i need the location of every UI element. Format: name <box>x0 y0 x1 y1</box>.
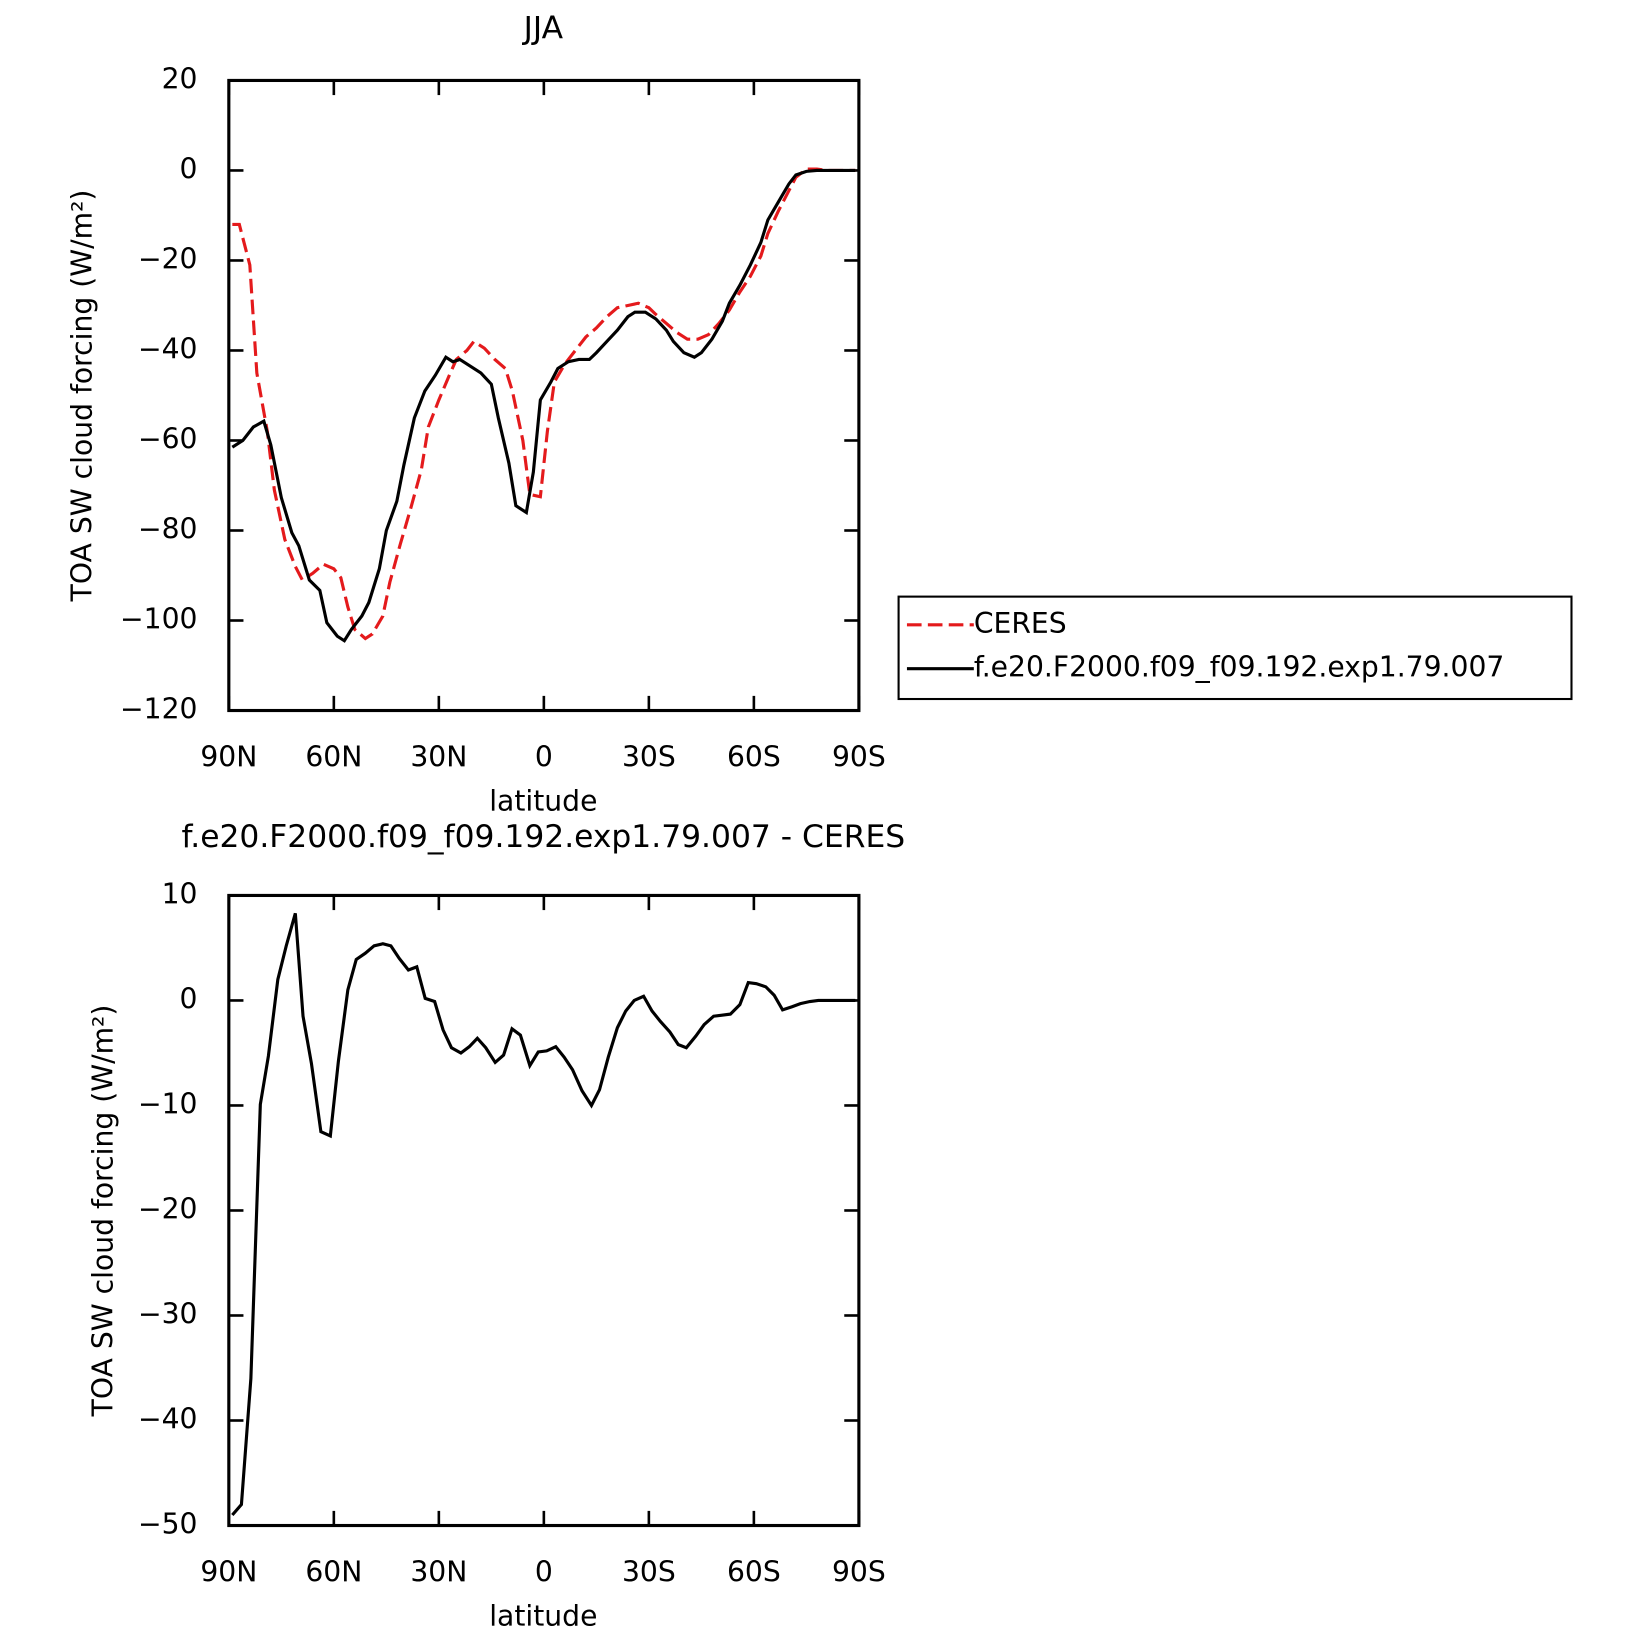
x-tick-label: 60N <box>305 1556 362 1589</box>
data-line <box>231 168 856 643</box>
x-tick-label: 0 <box>535 741 553 774</box>
legend-label: f.e20.F2000.f09_f09.192.exp1.79.007 <box>974 651 1505 684</box>
x-tick-label: 30N <box>410 741 467 774</box>
y-tick-label: −80 <box>138 512 198 545</box>
y-tick-label: −120 <box>120 693 197 726</box>
data-line <box>231 912 856 1517</box>
y-axis-label: TOA SW cloud forcing (W/m²) <box>66 190 99 603</box>
y-tick-label: −30 <box>138 1297 198 1330</box>
plot-frame <box>227 893 861 1528</box>
y-tick-label: 0 <box>180 152 198 185</box>
y-tick-label: −20 <box>138 1192 198 1225</box>
y-tick-label: 0 <box>180 982 198 1015</box>
legend-label: CERES <box>974 607 1067 640</box>
x-tick-label: 30N <box>410 1556 467 1589</box>
y-tick-label: 20 <box>162 62 198 95</box>
y-tick-label: −50 <box>138 1508 198 1541</box>
y-axis-label: TOA SW cloud forcing (W/m²) <box>86 1005 119 1418</box>
y-tick-label: −10 <box>138 1087 198 1120</box>
x-tick-label: 60N <box>305 741 362 774</box>
x-axis-label: latitude <box>489 1599 597 1630</box>
y-tick-label: −40 <box>138 1403 198 1436</box>
x-tick-label: 90S <box>832 741 886 774</box>
y-tick-label: −100 <box>120 603 197 636</box>
chart-title: f.e20.F2000.f09_f09.192.exp1.79.007 - CE… <box>181 819 905 855</box>
x-tick-label: 0 <box>535 1556 553 1589</box>
x-tick-label: 60S <box>727 741 781 774</box>
x-tick-label: 90N <box>200 1556 257 1589</box>
y-tick-label: −20 <box>138 242 198 275</box>
y-tick-label: −40 <box>138 332 198 365</box>
x-tick-label: 60S <box>727 1556 781 1589</box>
legend-box <box>897 595 1573 701</box>
x-tick-label: 90N <box>200 741 257 774</box>
data-line <box>232 167 856 641</box>
x-tick-label: 30S <box>622 741 676 774</box>
x-axis-label: latitude <box>489 784 597 817</box>
y-tick-label: 10 <box>162 877 198 910</box>
x-tick-label: 90S <box>832 1556 886 1589</box>
x-tick-label: 30S <box>622 1556 676 1589</box>
chart-title: JJA <box>522 10 564 46</box>
y-tick-label: −60 <box>138 422 198 455</box>
